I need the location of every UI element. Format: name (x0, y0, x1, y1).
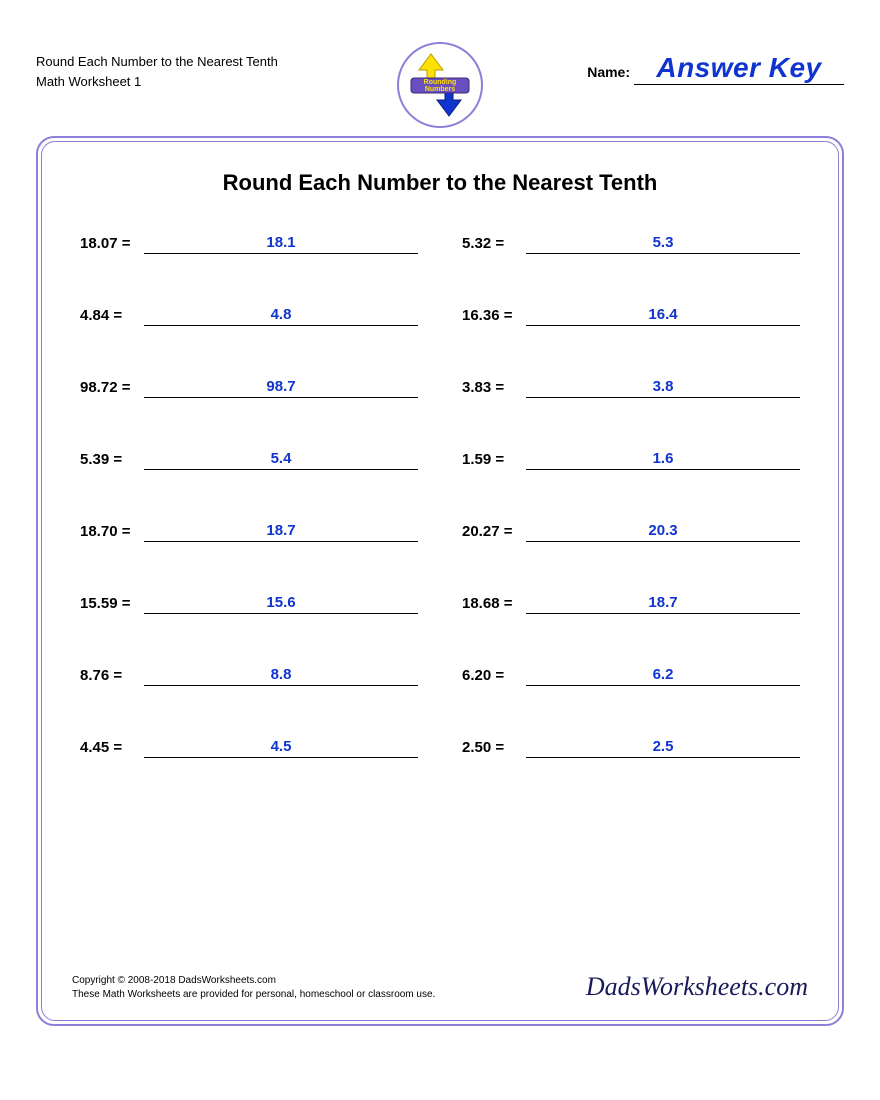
name-field: Answer Key (634, 52, 844, 85)
brand-text: DadsWorksheets.com (586, 972, 808, 1002)
problem-answer: 3.8 (526, 378, 800, 398)
problem-prompt: 18.68 = (462, 595, 520, 614)
problem-answer: 18.7 (144, 522, 418, 542)
problem: 4.45 = 4.5 (80, 738, 418, 758)
problem-prompt: 6.20 = (462, 667, 520, 686)
problem: 8.76 = 8.8 (80, 666, 418, 686)
problem-answer: 2.5 (526, 738, 800, 758)
problem: 5.32 = 5.3 (462, 234, 800, 254)
footer-left: Copyright © 2008-2018 DadsWorksheets.com… (72, 974, 435, 1002)
problem-answer: 5.4 (144, 450, 418, 470)
problem: 20.27 = 20.3 (462, 522, 800, 542)
problem-prompt: 5.32 = (462, 235, 520, 254)
problem: 18.07 = 18.1 (80, 234, 418, 254)
footer-note: These Math Worksheets are provided for p… (72, 988, 435, 1002)
problem-prompt: 20.27 = (462, 523, 520, 542)
problem-answer: 4.8 (144, 306, 418, 326)
problem-answer: 4.5 (144, 738, 418, 758)
problem: 3.83 = 3.8 (462, 378, 800, 398)
problem-prompt: 18.07 = (80, 235, 138, 254)
header-right: Name: Answer Key (587, 48, 844, 85)
footer: Copyright © 2008-2018 DadsWorksheets.com… (72, 954, 808, 1002)
problem-answer: 1.6 (526, 450, 800, 470)
logo-circle: Rounding Numbers (397, 42, 483, 128)
problem-answer: 8.8 (144, 666, 418, 686)
problem-answer: 16.4 (526, 306, 800, 326)
problem-answer: 18.1 (144, 234, 418, 254)
problem-prompt: 1.59 = (462, 451, 520, 470)
problem-prompt: 98.72 = (80, 379, 138, 398)
problem-prompt: 4.45 = (80, 739, 138, 758)
problem-answer: 5.3 (526, 234, 800, 254)
problem-prompt: 4.84 = (80, 307, 138, 326)
answer-key-text: Answer Key (656, 52, 821, 83)
name-label: Name: (587, 64, 630, 80)
worksheet-page: Round Each Number to the Nearest Tenth M… (0, 0, 880, 1100)
problem-prompt: 5.39 = (80, 451, 138, 470)
problems-grid: 18.07 = 18.1 5.32 = 5.3 4.84 = 4.8 16.36 = 16.4… (72, 224, 808, 954)
problem-prompt: 18.70 = (80, 523, 138, 542)
logo: Rounding Numbers (397, 42, 483, 128)
header-title-line1: Round Each Number to the Nearest Tenth (36, 52, 278, 72)
problem: 5.39 = 5.4 (80, 450, 418, 470)
problem-answer: 15.6 (144, 594, 418, 614)
rounding-numbers-icon: Rounding Numbers (403, 48, 477, 122)
worksheet-title: Round Each Number to the Nearest Tenth (72, 170, 808, 196)
svg-text:Rounding: Rounding (424, 79, 457, 86)
problem: 15.59 = 15.6 (80, 594, 418, 614)
problem-prompt: 16.36 = (462, 307, 520, 326)
problem-answer: 6.2 (526, 666, 800, 686)
problem-prompt: 2.50 = (462, 739, 520, 758)
problem-prompt: 3.83 = (462, 379, 520, 398)
problem: 2.50 = 2.5 (462, 738, 800, 758)
problem: 16.36 = 16.4 (462, 306, 800, 326)
problem-answer: 18.7 (526, 594, 800, 614)
problem: 6.20 = 6.2 (462, 666, 800, 686)
problem-answer: 20.3 (526, 522, 800, 542)
problem-prompt: 8.76 = (80, 667, 138, 686)
header: Round Each Number to the Nearest Tenth M… (36, 48, 844, 128)
copyright-text: Copyright © 2008-2018 DadsWorksheets.com (72, 974, 435, 988)
main-box-inner: Round Each Number to the Nearest Tenth 1… (41, 141, 839, 1021)
problem: 1.59 = 1.6 (462, 450, 800, 470)
svg-text:Numbers: Numbers (425, 86, 455, 93)
problem-prompt: 15.59 = (80, 595, 138, 614)
problem: 4.84 = 4.8 (80, 306, 418, 326)
main-box-outer: Round Each Number to the Nearest Tenth 1… (36, 136, 844, 1026)
problem-answer: 98.7 (144, 378, 418, 398)
problem: 98.72 = 98.7 (80, 378, 418, 398)
header-title-line2: Math Worksheet 1 (36, 72, 278, 92)
problem: 18.70 = 18.7 (80, 522, 418, 542)
problem: 18.68 = 18.7 (462, 594, 800, 614)
header-left: Round Each Number to the Nearest Tenth M… (36, 48, 278, 91)
